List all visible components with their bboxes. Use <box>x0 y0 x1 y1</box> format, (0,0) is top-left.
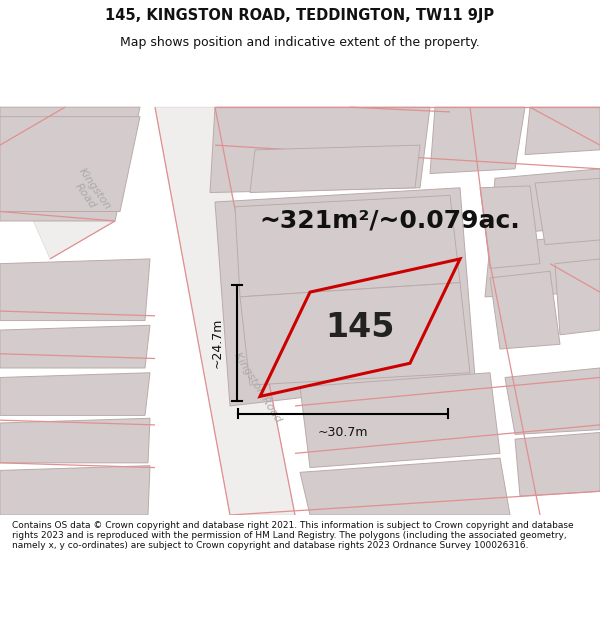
Polygon shape <box>235 196 460 297</box>
Polygon shape <box>300 372 500 468</box>
Text: Contains OS data © Crown copyright and database right 2021. This information is : Contains OS data © Crown copyright and d… <box>12 521 574 550</box>
Polygon shape <box>485 233 600 297</box>
Polygon shape <box>0 107 140 221</box>
Polygon shape <box>515 432 600 496</box>
Polygon shape <box>490 169 600 235</box>
Text: ~24.7m: ~24.7m <box>211 318 223 368</box>
Text: 145: 145 <box>325 311 395 344</box>
Text: 145, KINGSTON ROAD, TEDDINGTON, TW11 9JP: 145, KINGSTON ROAD, TEDDINGTON, TW11 9JP <box>106 8 494 23</box>
Polygon shape <box>210 107 430 192</box>
Polygon shape <box>480 186 540 268</box>
Polygon shape <box>555 259 600 335</box>
Polygon shape <box>535 178 600 245</box>
Polygon shape <box>525 107 600 154</box>
Text: Map shows position and indicative extent of the property.: Map shows position and indicative extent… <box>120 36 480 49</box>
Text: Kingston Road: Kingston Road <box>232 350 284 424</box>
Polygon shape <box>240 282 470 385</box>
Text: ~321m²/~0.079ac.: ~321m²/~0.079ac. <box>260 209 520 233</box>
Polygon shape <box>0 418 150 463</box>
Polygon shape <box>430 107 525 174</box>
Polygon shape <box>0 325 150 368</box>
Polygon shape <box>0 259 150 321</box>
Polygon shape <box>0 466 150 515</box>
Polygon shape <box>0 117 140 211</box>
Polygon shape <box>0 107 115 259</box>
Polygon shape <box>0 372 150 416</box>
Polygon shape <box>155 107 295 515</box>
Polygon shape <box>250 145 420 192</box>
Text: Kingston
Road: Kingston Road <box>67 166 113 219</box>
Polygon shape <box>215 188 475 406</box>
Polygon shape <box>490 271 560 349</box>
Polygon shape <box>300 458 510 515</box>
Text: ~30.7m: ~30.7m <box>318 426 368 439</box>
Polygon shape <box>505 368 600 434</box>
